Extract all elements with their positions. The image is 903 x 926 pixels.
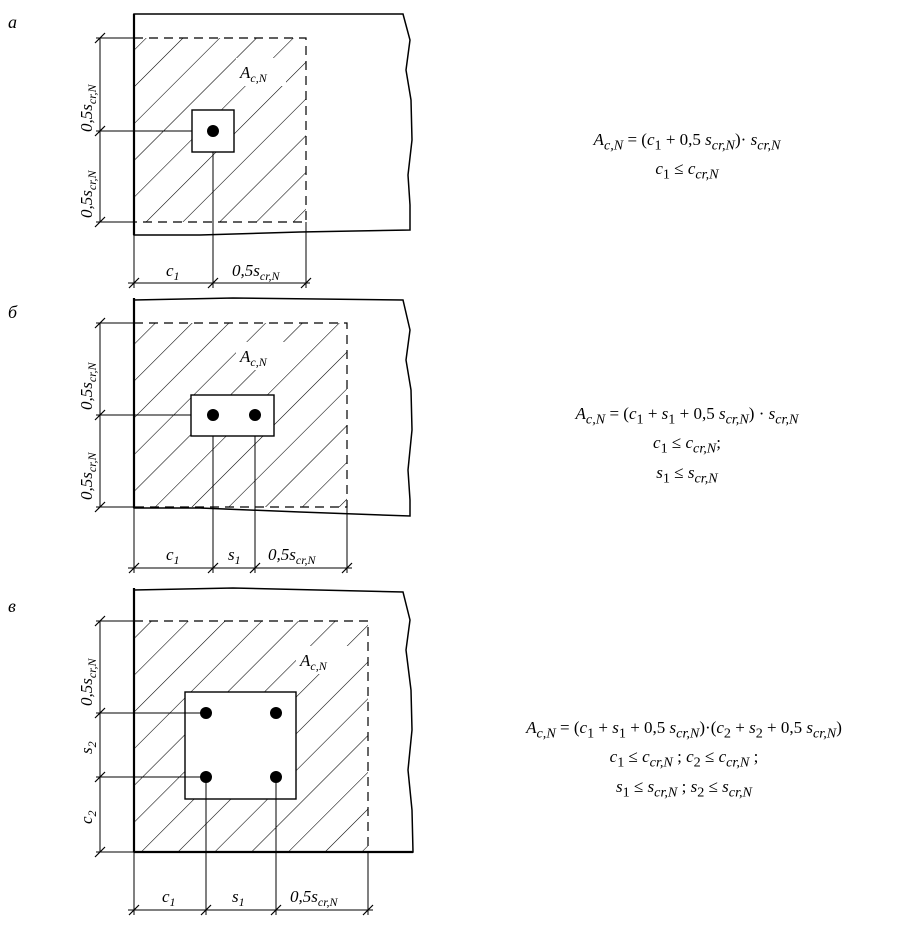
panel-b-formula-line-2: c1 ≤ ccr,N; [653, 433, 721, 457]
panel-b: б Ac,N 0,5scr,N 0,5scr,N c1 s1 0,5scr,N [8, 297, 413, 574]
panel-a: а Ac,N 0,5scr,N 0,5scr,N c1 0,5scr,N [8, 12, 413, 289]
panel-a-formula-line-1: Ac,N = (c1 + 0,5 scr,N)· scr,N [593, 130, 781, 154]
panel-c-formula-line-1: Ac,N = (c1 + s1 + 0,5 scr,N)·(c2 + s2 + … [526, 718, 842, 742]
panel-a-formula-line-2: c1 ≤ ccr,N [655, 159, 719, 183]
panel-a-dim-left-top: 0,5scr,N [77, 83, 99, 132]
panel-b-dim-c1: c1 [166, 545, 180, 567]
panel-c-dim-c1: c1 [162, 887, 176, 909]
panel-b-anchor-2 [249, 409, 261, 421]
panel-b-concrete-outline [133, 297, 413, 517]
panel-c-dim-left-s2: s2 [77, 741, 99, 754]
panel-c-formula-line-3: s1 ≤ scr,N ; s2 ≤ scr,N [615, 776, 752, 801]
panel-c-formula: Ac,N = (c1 + s1 + 0,5 scr,N)·(c2 + s2 + … [468, 716, 900, 804]
panel-b-formula-line-1: Ac,N = (c1 + s1 + 0,5 scr,N) · scr,N [575, 404, 799, 428]
panel-b-dim-left-top: 0,5scr,N [77, 361, 99, 410]
panel-b-letter: б [8, 302, 18, 322]
panel-b-anchor-plate [190, 394, 275, 437]
panel-b-area-label: Ac,N [239, 347, 268, 369]
panel-b-formula-line-3: s1 ≤ scr,N [656, 462, 718, 487]
panel-c-dim-half-s: 0,5scr,N [290, 887, 339, 909]
panel-b-dim-half-s: 0,5scr,N [268, 545, 317, 567]
panel-a-formula: Ac,N = (c1 + 0,5 scr,N)· scr,N c1 ≤ ccr,… [552, 128, 822, 187]
panel-c: в Ac,N 0,5scr,N s2 c2 c1 [8, 587, 414, 916]
panel-a-anchor [207, 125, 219, 137]
panel-b-formula: Ac,N = (c1 + s1 + 0,5 scr,N) · scr,N c1 … [532, 402, 842, 490]
panel-b-dim-left-bottom: 0,5scr,N [77, 451, 99, 500]
panel-c-dim-left-c2: c2 [77, 810, 99, 824]
panel-a-dim-left-bottom: 0,5scr,N [77, 169, 99, 218]
panel-a-letter: а [8, 12, 17, 32]
panel-b-dim-s1: s1 [228, 545, 241, 567]
panel-c-dim-left-half-s: 0,5scr,N [77, 657, 99, 706]
panel-a-concrete-outline [133, 13, 413, 236]
panel-c-formula-line-2: c1 ≤ ccr,N ; c2 ≤ ccr,N ; [609, 747, 759, 771]
panel-b-anchor-1 [207, 409, 219, 421]
panel-a-dim-c1: c1 [166, 261, 180, 283]
panel-c-anchor-2 [270, 707, 282, 719]
panel-a-dim-half-s: 0,5scr,N [232, 261, 281, 283]
panel-c-letter: в [8, 596, 16, 616]
panel-c-dim-s1: s1 [232, 887, 245, 909]
